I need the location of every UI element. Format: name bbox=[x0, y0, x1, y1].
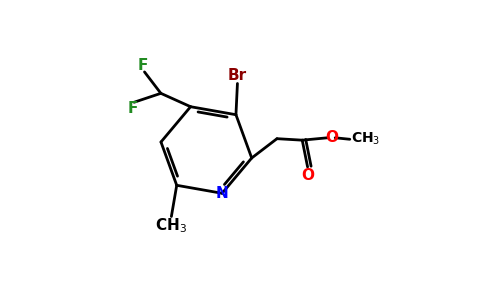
Text: F: F bbox=[138, 58, 148, 73]
Text: CH$_3$: CH$_3$ bbox=[351, 131, 380, 148]
Text: N: N bbox=[216, 186, 228, 201]
Text: Br: Br bbox=[228, 68, 247, 83]
Text: O: O bbox=[301, 168, 314, 183]
Text: F: F bbox=[127, 101, 138, 116]
Text: O: O bbox=[325, 130, 338, 145]
Text: CH$_3$: CH$_3$ bbox=[155, 216, 187, 235]
